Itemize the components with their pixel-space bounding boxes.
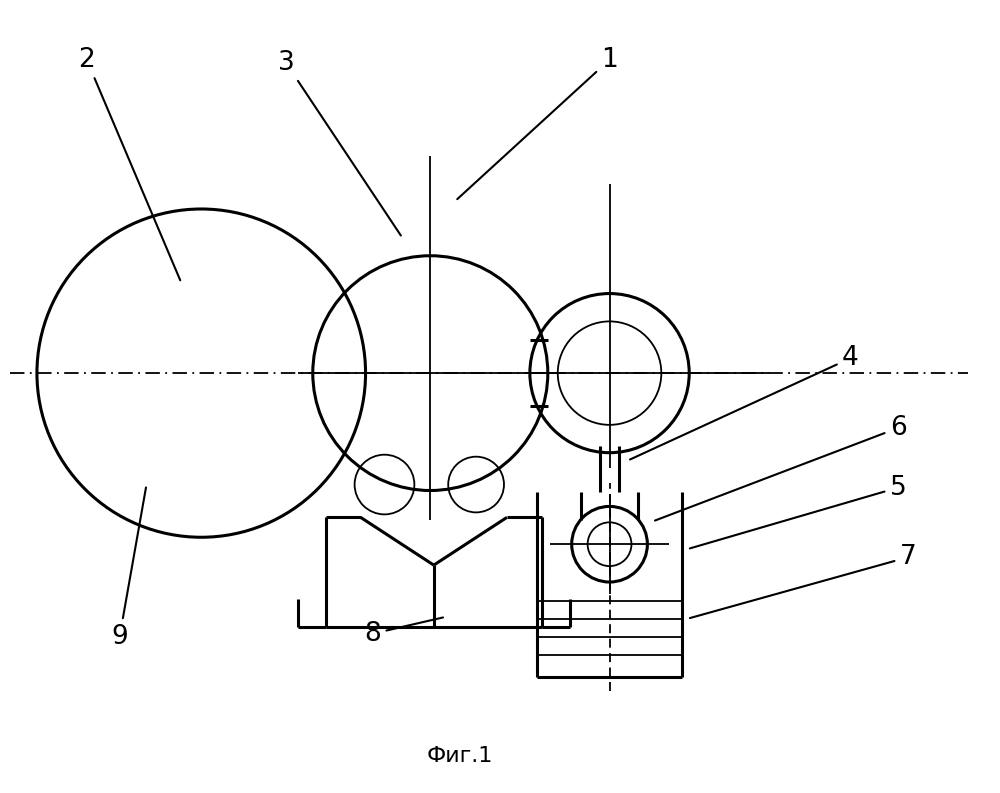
Text: 2: 2: [78, 47, 180, 280]
Text: 1: 1: [457, 47, 618, 199]
Text: 8: 8: [364, 618, 443, 647]
Text: 6: 6: [655, 415, 907, 520]
Text: 9: 9: [111, 488, 146, 649]
Text: 3: 3: [278, 50, 401, 236]
Text: Фиг.1: Фиг.1: [427, 746, 493, 766]
Text: 5: 5: [690, 474, 907, 549]
Text: 7: 7: [690, 544, 917, 618]
Text: 4: 4: [630, 345, 859, 459]
